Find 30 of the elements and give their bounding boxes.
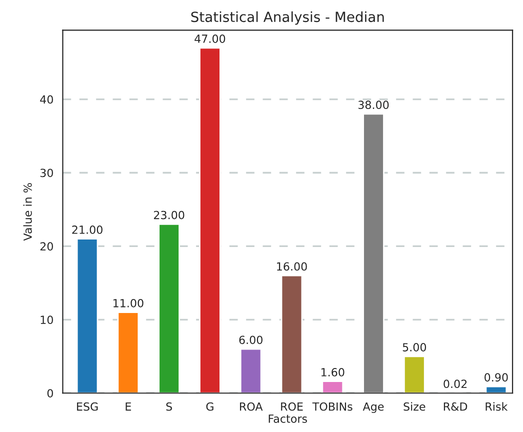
- data-label: 21.00: [72, 226, 102, 234]
- data-label: 11.00: [114, 298, 144, 308]
- data-label: 6.00: [239, 336, 262, 344]
- data-label: 16.00: [277, 262, 307, 271]
- data-label: 47.00: [194, 34, 226, 43]
- x-tick-label: ROA: [240, 402, 263, 411]
- x-tick-label: Risk: [486, 402, 508, 411]
- chart-title: Statistical Analysis - Median: [191, 11, 384, 25]
- y-tick-label: 40: [40, 95, 53, 104]
- x-tick-label: Age: [362, 402, 384, 413]
- y-tick-label: 30: [40, 168, 53, 178]
- y-axis-title: Value in %: [23, 183, 32, 241]
- y-tick-label: 20: [40, 242, 53, 251]
- x-tick-label: S: [166, 402, 172, 411]
- data-label: 5.00: [402, 343, 426, 352]
- data-label: 1.60: [321, 368, 344, 376]
- x-tick-label: E: [126, 402, 131, 411]
- data-label: 38.00: [358, 100, 389, 110]
- data-label: 23.00: [154, 210, 184, 220]
- data-label: 0.90: [484, 373, 508, 382]
- x-tick-label: R&D: [444, 402, 468, 411]
- data-label: 0.02: [444, 380, 467, 388]
- y-tick-label: 0: [47, 389, 53, 398]
- y-tick-label: 10: [40, 316, 53, 324]
- x-tick-label: G: [206, 402, 214, 411]
- x-tick-label: TOBINs: [312, 402, 352, 411]
- x-tick-label: Size: [404, 402, 426, 411]
- x-tick-label: ESG: [77, 402, 98, 411]
- x-axis-title: Factors: [268, 414, 308, 423]
- x-tick-label: ROE: [281, 402, 303, 411]
